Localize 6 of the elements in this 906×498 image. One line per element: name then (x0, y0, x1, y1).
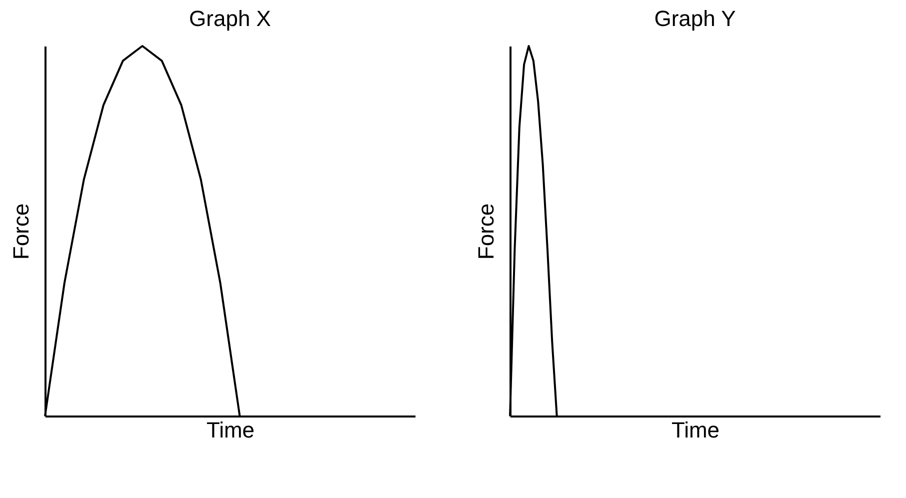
y-axis-title: Force (474, 203, 498, 260)
y-axis-title: Force (8, 203, 34, 260)
x-axis-title: Time (671, 418, 720, 442)
chart-title: Graph X (189, 6, 272, 31)
chart-title: Graph Y (654, 6, 736, 31)
x-axis-title: Time (206, 418, 255, 442)
